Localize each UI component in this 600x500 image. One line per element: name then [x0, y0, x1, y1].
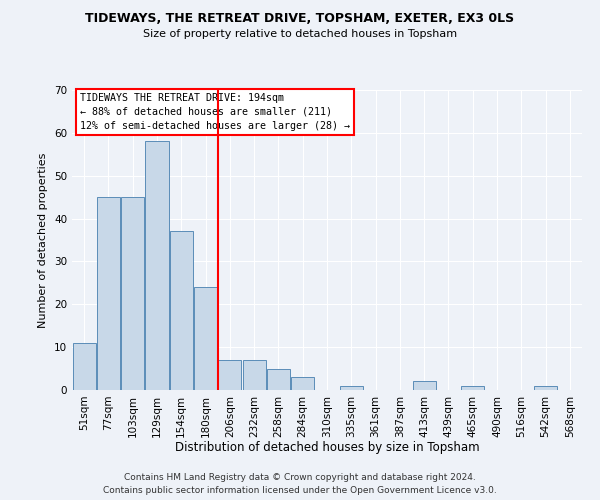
Bar [242, 360, 266, 390]
Text: TIDEWAYS THE RETREAT DRIVE: 194sqm
← 88% of detached houses are smaller (211)
12: TIDEWAYS THE RETREAT DRIVE: 194sqm ← 88%… [80, 93, 350, 131]
Bar [121, 197, 144, 390]
Y-axis label: Number of detached properties: Number of detached properties [38, 152, 49, 328]
Bar [340, 386, 363, 390]
Bar [413, 382, 436, 390]
Text: Contains HM Land Registry data © Crown copyright and database right 2024.
Contai: Contains HM Land Registry data © Crown c… [103, 473, 497, 495]
Bar [97, 197, 120, 390]
Bar [170, 232, 193, 390]
Bar [218, 360, 241, 390]
Bar [73, 343, 95, 390]
Text: TIDEWAYS, THE RETREAT DRIVE, TOPSHAM, EXETER, EX3 0LS: TIDEWAYS, THE RETREAT DRIVE, TOPSHAM, EX… [85, 12, 515, 26]
Bar [267, 368, 290, 390]
Text: Size of property relative to detached houses in Topsham: Size of property relative to detached ho… [143, 29, 457, 39]
Bar [194, 287, 217, 390]
Text: Distribution of detached houses by size in Topsham: Distribution of detached houses by size … [175, 441, 479, 454]
Bar [461, 386, 484, 390]
Bar [291, 377, 314, 390]
Bar [534, 386, 557, 390]
Bar [145, 142, 169, 390]
